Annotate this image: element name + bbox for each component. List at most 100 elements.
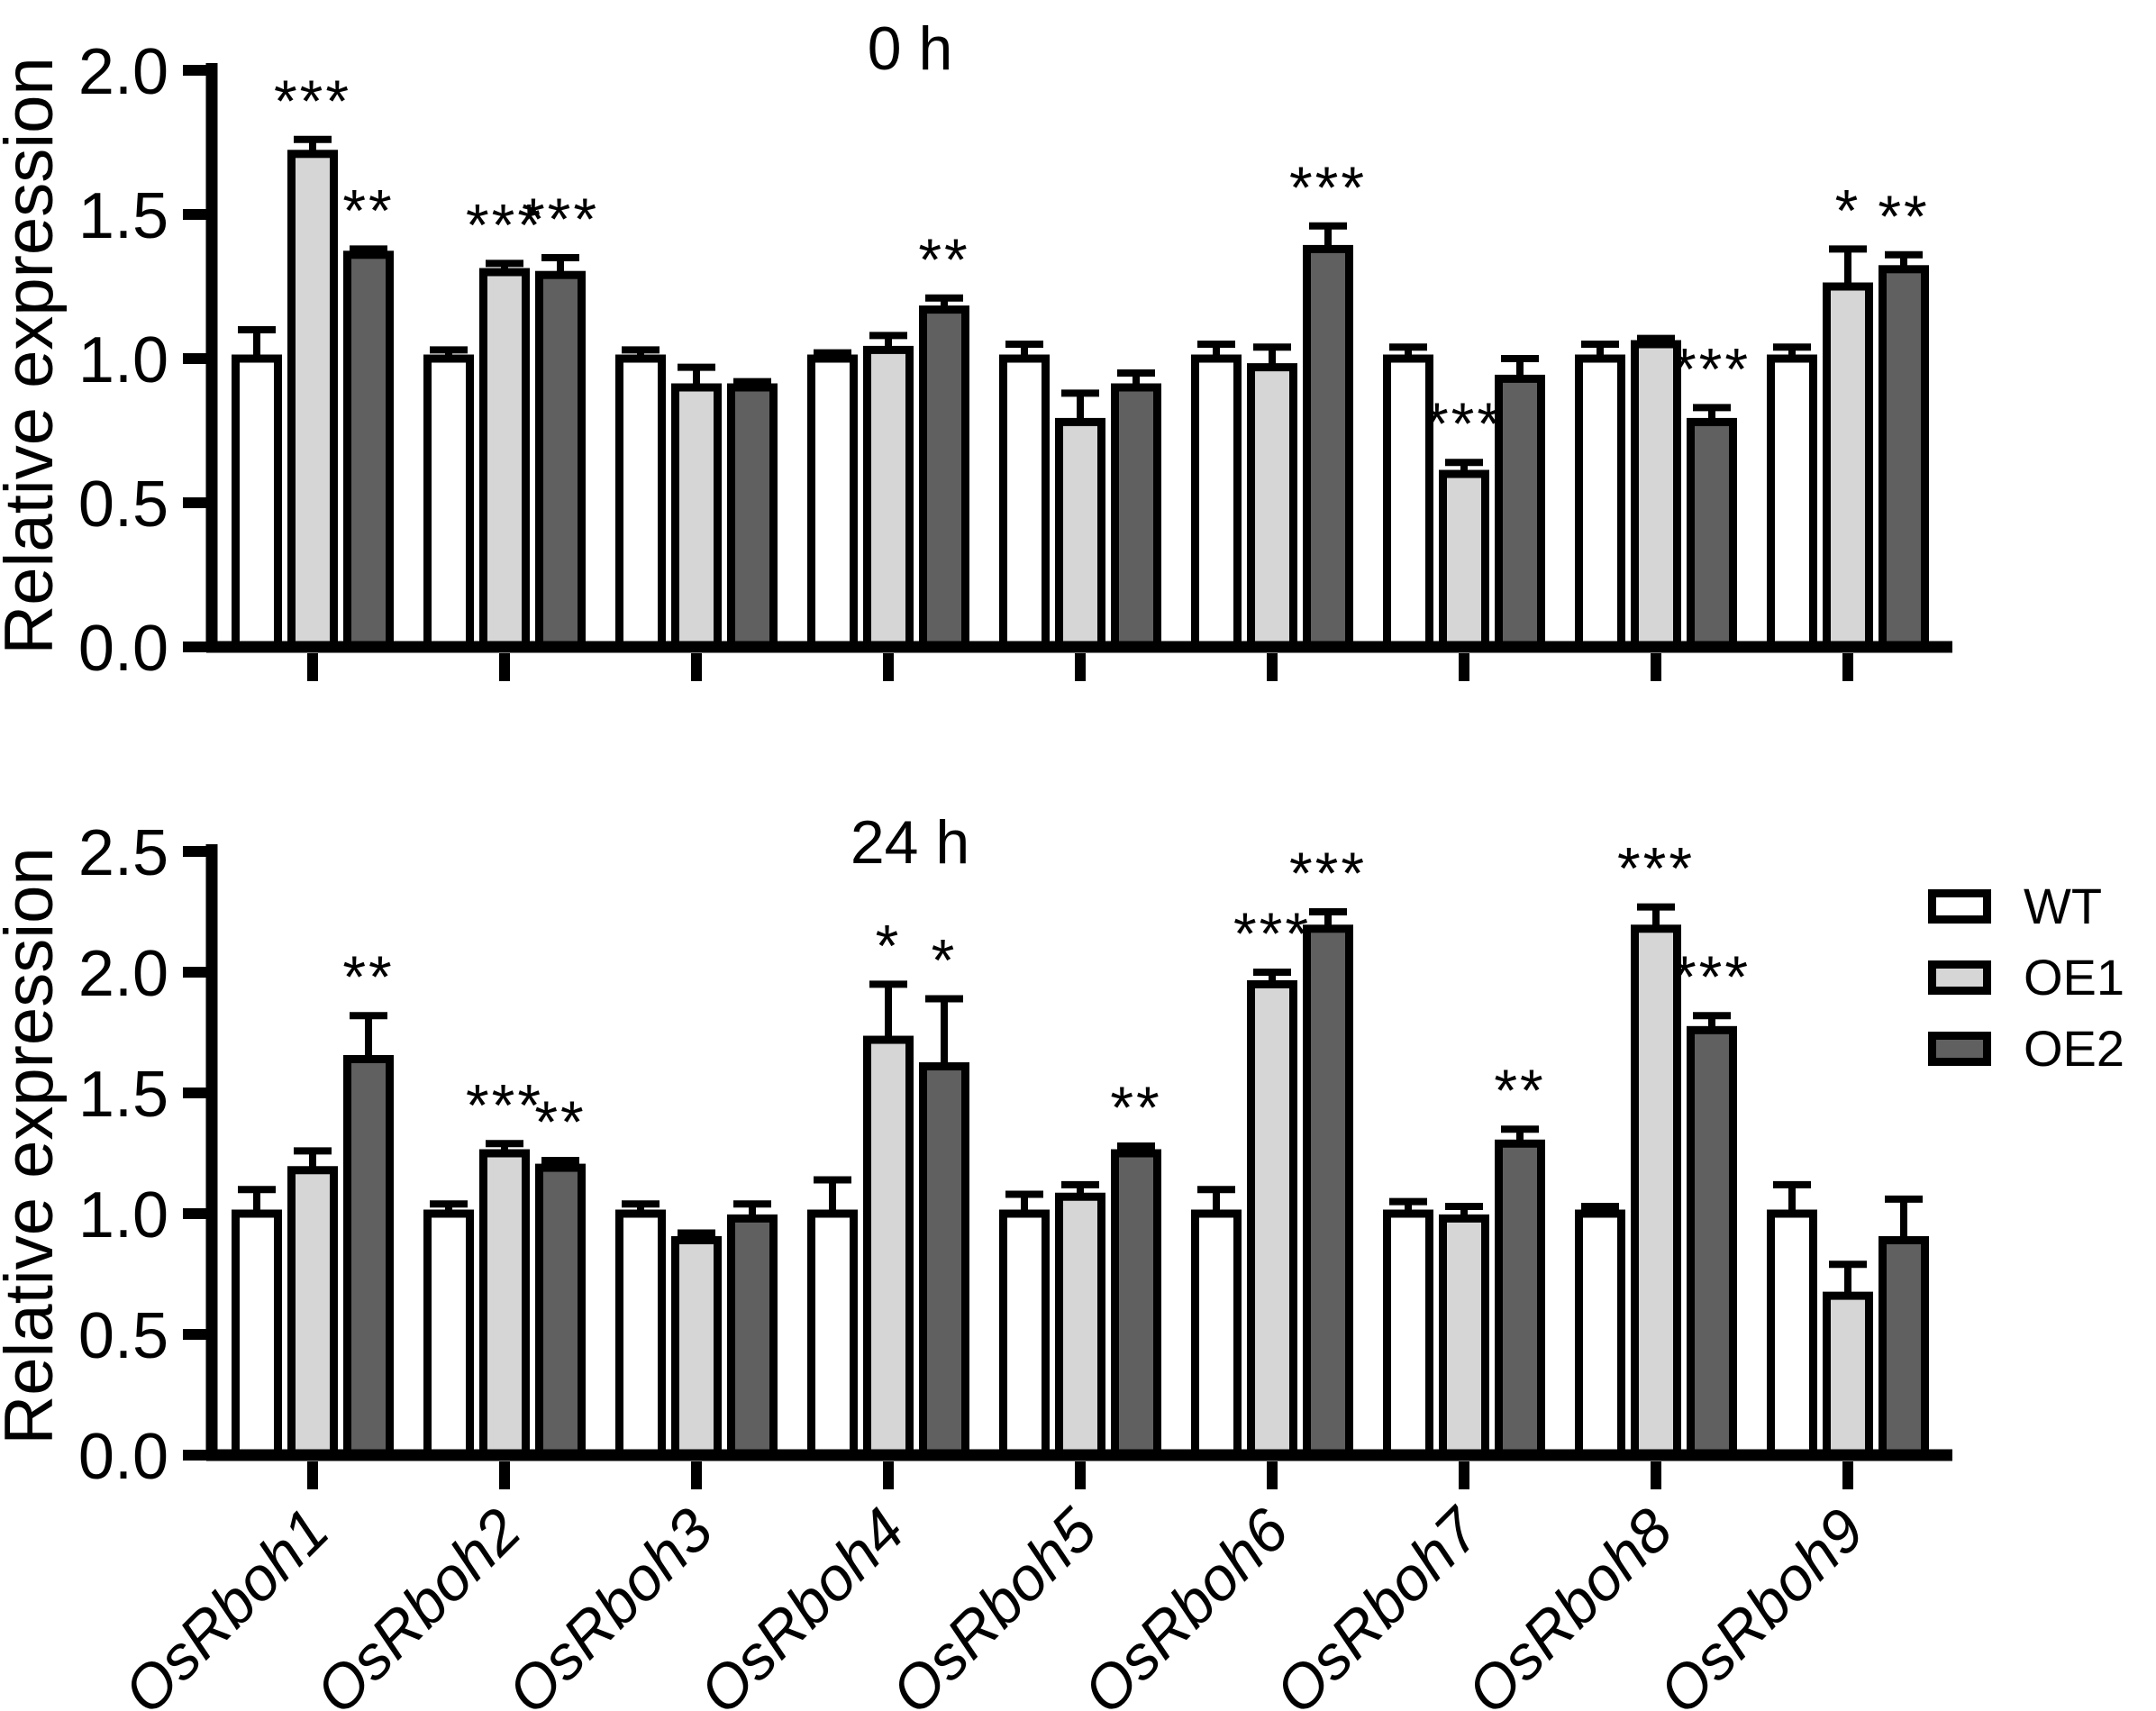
significance-label: ***	[1673, 943, 1751, 1010]
bar-OsRboh1-OE1	[287, 150, 338, 651]
bar-OsRboh9-WT	[1767, 1209, 1817, 1460]
bar-OsRboh5-OE1	[1055, 1192, 1105, 1460]
bar-OsRboh2-OE2	[535, 270, 586, 651]
bar-OsRboh4-OE1	[863, 345, 914, 651]
bar-OsRboh3-WT	[615, 354, 666, 651]
significance-label: *	[876, 912, 902, 978]
significance-label: **	[918, 226, 969, 293]
significance-label: ***	[466, 191, 543, 258]
bar-OsRboh3-OE1	[671, 383, 722, 651]
bar-OsRboh1-WT	[232, 354, 282, 651]
bar-OsRboh3-OE2	[727, 383, 778, 651]
legend-label-wt: WT	[2024, 877, 2103, 934]
bar-OsRboh3-WT	[615, 1209, 666, 1460]
significance-label: **	[342, 943, 394, 1010]
bar-OsRboh7-WT	[1383, 354, 1433, 651]
bar-OsRboh3-OE2	[727, 1214, 778, 1460]
bar-OsRboh6-OE1	[1247, 363, 1297, 651]
bar-OsRboh5-OE2	[1111, 1149, 1161, 1460]
bar-OsRboh6-WT	[1191, 1209, 1242, 1460]
significance-label: **	[1494, 1057, 1545, 1124]
significance-label: *	[932, 926, 958, 993]
bar-OsRboh4-OE2	[919, 1062, 969, 1460]
chart-title: 0 h	[868, 14, 953, 83]
significance-label: **	[534, 1088, 586, 1155]
significance-label: ***	[1233, 900, 1311, 967]
y-axis-label: Relative expression	[0, 847, 68, 1444]
bar-OsRboh2-WT	[423, 354, 474, 651]
bar-OsRboh8-OE2	[1687, 417, 1737, 651]
significance-label: ***	[522, 186, 599, 252]
legend: WT OE1 OE2	[1928, 870, 2124, 1084]
significance-label: ***	[274, 68, 351, 134]
y-tick-label: 0.0	[78, 1421, 168, 1493]
bar-OsRboh6-OE1	[1247, 979, 1297, 1460]
significance-label: **	[1878, 183, 1929, 250]
y-tick-label: 2.0	[78, 938, 168, 1010]
legend-label-oe2: OE2	[2024, 1019, 2125, 1077]
bar-OsRboh5-OE2	[1111, 383, 1161, 651]
legend-item-wt: WT	[1928, 870, 2124, 942]
bar-OsRboh3-OE1	[671, 1235, 722, 1460]
bar-OsRboh4-WT	[807, 354, 858, 651]
significance-label: **	[1110, 1074, 1161, 1141]
bar-OsRboh9-WT	[1767, 354, 1817, 651]
significance-label: ***	[1673, 335, 1751, 402]
y-axis-label: Relative expression	[0, 57, 68, 654]
bar-OsRboh9-OE2	[1879, 1235, 1929, 1460]
oe1-swatch-icon	[1928, 960, 1991, 995]
bar-OsRboh2-OE2	[535, 1163, 586, 1460]
bar-OsRboh7-OE2	[1495, 374, 1545, 651]
bar-OsRboh2-OE1	[479, 1149, 530, 1460]
bar-OsRboh8-WT	[1575, 354, 1625, 651]
bar-OsRboh1-WT	[232, 1209, 282, 1460]
bar-OsRboh4-WT	[807, 1209, 858, 1460]
bar-OsRboh9-OE1	[1823, 1291, 1873, 1460]
bar-OsRboh7-OE1	[1439, 469, 1489, 651]
y-tick-label: 0.5	[78, 1300, 168, 1372]
bar-OsRboh7-WT	[1383, 1209, 1433, 1460]
legend-item-oe1: OE1	[1928, 942, 2124, 1013]
y-tick-label: 0.0	[78, 613, 168, 685]
bar-OsRboh7-OE2	[1495, 1139, 1545, 1460]
bar-OsRboh9-OE1	[1823, 282, 1873, 651]
y-tick-label: 0.5	[78, 469, 168, 541]
y-tick-label: 2.5	[78, 817, 168, 889]
bar-OsRboh7-OE1	[1439, 1214, 1489, 1460]
significance-label: ***	[1289, 154, 1367, 221]
bar-OsRboh8-OE1	[1631, 924, 1681, 1460]
bar-OsRboh8-OE1	[1631, 340, 1681, 651]
bar-OsRboh8-WT	[1575, 1209, 1625, 1460]
bar-OsRboh1-OE2	[343, 250, 394, 651]
bar-OsRboh1-OE2	[343, 1054, 394, 1460]
y-tick-label: 1.0	[78, 324, 168, 396]
bar-OsRboh5-OE1	[1055, 417, 1105, 651]
oe2-swatch-icon	[1928, 1031, 1991, 1066]
y-tick-label: 1.5	[78, 1059, 168, 1131]
bar-OsRboh1-OE1	[287, 1166, 338, 1460]
significance-label: *	[1835, 177, 1861, 243]
legend-label-oe1: OE1	[2024, 948, 2125, 1006]
bar-OsRboh2-OE1	[479, 268, 530, 651]
y-tick-label: 2.0	[78, 36, 168, 108]
significance-label: **	[342, 177, 394, 243]
x-tick-label: OsRboh9	[1646, 1496, 1878, 1711]
bar-OsRboh9-OE2	[1879, 265, 1929, 651]
wt-swatch-icon	[1928, 888, 1991, 924]
bar-OsRboh6-OE2	[1303, 244, 1353, 651]
legend-item-oe2: OE2	[1928, 1013, 2124, 1084]
bar-OsRboh6-WT	[1191, 354, 1242, 651]
bar-OsRboh4-OE1	[863, 1035, 914, 1460]
significance-label: ***	[466, 1071, 543, 1138]
significance-label: ***	[1289, 840, 1367, 906]
bar-OsRboh8-OE2	[1687, 1025, 1737, 1460]
y-tick-label: 1.5	[78, 180, 168, 252]
bar-OsRboh5-WT	[999, 1209, 1050, 1460]
bar-OsRboh5-WT	[999, 354, 1050, 651]
bar-OsRboh6-OE2	[1303, 924, 1353, 1460]
y-tick-label: 1.0	[78, 1179, 168, 1251]
bar-OsRboh4-OE2	[919, 305, 969, 651]
significance-label: ***	[1425, 390, 1503, 457]
